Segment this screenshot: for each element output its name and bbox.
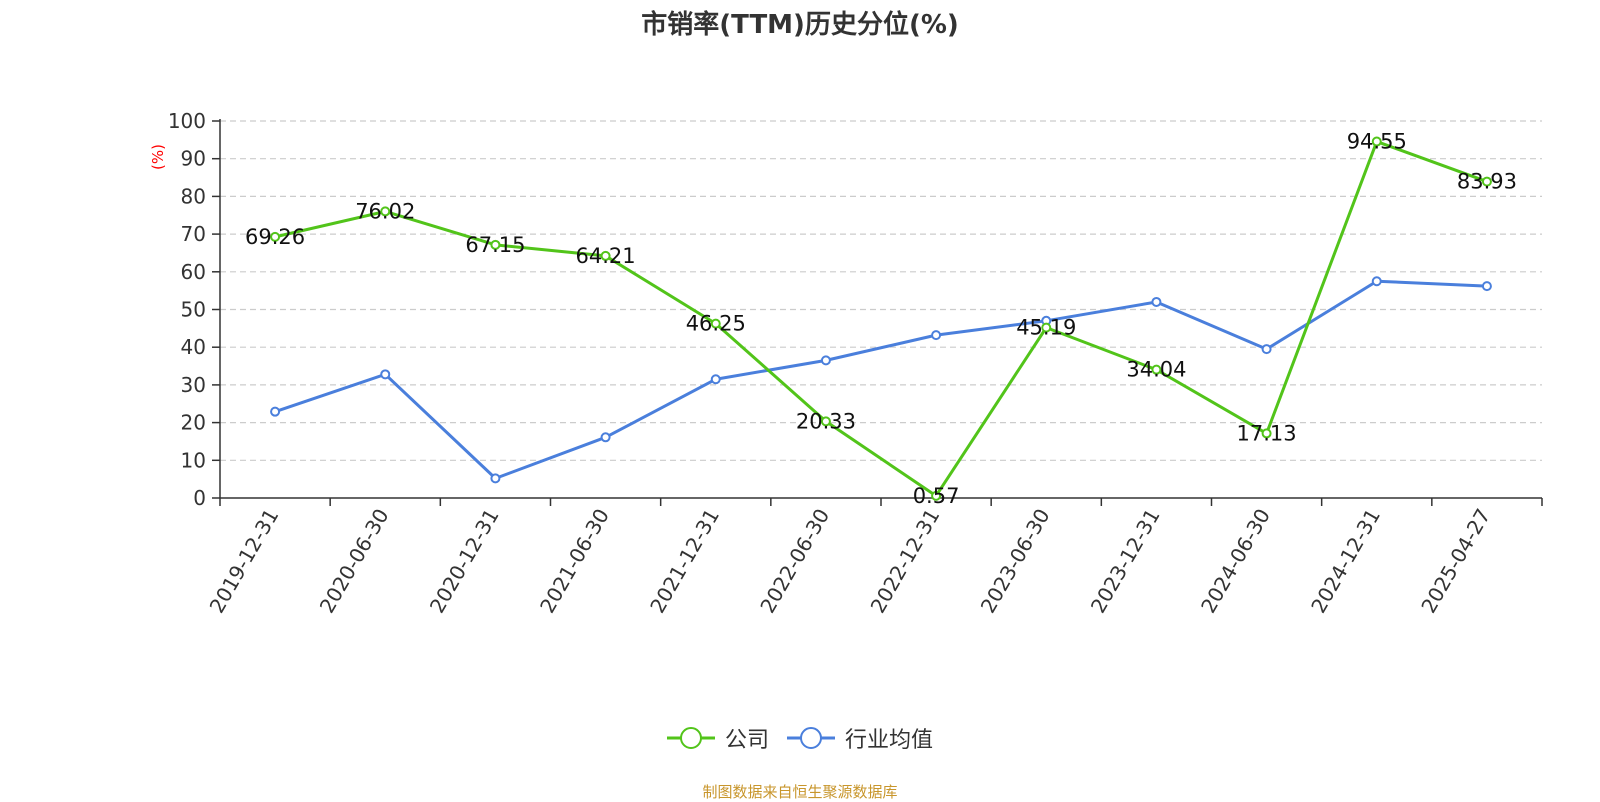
y-tick-label: 40 [181, 335, 206, 359]
x-tick-label: 2022-12-31 [866, 504, 945, 617]
legend-label-company: 公司 [724, 728, 769, 753]
y-tick-label: 60 [181, 260, 206, 284]
x-tick-label: 2022-06-30 [755, 505, 834, 618]
y-tick-label: 10 [181, 448, 206, 472]
series-lines [270, 136, 1492, 501]
company-data-label: 20.33 [796, 409, 856, 433]
company-data-point [710, 318, 721, 329]
company-data-label: 64.21 [576, 244, 636, 268]
y-tick-label: 0 [193, 486, 206, 510]
industry-avg-data-point [820, 355, 831, 366]
y-tick-label: 80 [181, 184, 206, 208]
company-data-point [490, 239, 501, 250]
industry-avg-data-point [1371, 276, 1382, 287]
data-labels: 69.26 76.02 67.15 64.21 46.25 20.33 0.57 45.19 3… [245, 130, 1517, 508]
y-tick-label: 100 [168, 109, 206, 133]
chart-title: 市销率(TTM)历史分位(%) [641, 10, 959, 40]
y-tick-label: 30 [181, 373, 206, 397]
company-data-point [1041, 322, 1052, 333]
company-data-point [820, 416, 831, 427]
axes: 0 10 20 30 40 50 60 70 80 90 100(%) 2019-12-31 2020-… [149, 109, 1543, 618]
company-data-label: 67.15 [465, 233, 525, 257]
y-tick-label: 50 [181, 298, 206, 322]
industry-avg-data-point [1261, 344, 1272, 355]
y-tick-label: 70 [181, 222, 206, 246]
industry-avg-data-point [710, 374, 721, 385]
x-tick-label: 2020-12-31 [425, 504, 504, 617]
x-tick-label: 2021-12-31 [645, 505, 724, 618]
grid-lines [220, 120, 1542, 461]
company-data-point [600, 250, 611, 261]
legend-label-industry-avg: 行业均值 [845, 728, 934, 753]
x-tick-label: 2023-06-30 [976, 505, 1055, 618]
legend-item-company[interactable]: 公司 [666, 722, 769, 754]
x-tick-label: 2025-04-27 [1416, 505, 1495, 618]
company-data-point [1481, 176, 1492, 187]
source-note: 制图数据来自恒生聚源数据库 [702, 783, 898, 801]
x-tick-label: 2023-12-31 [1086, 505, 1165, 618]
company-data-point [1371, 136, 1382, 147]
company-series-line [274, 140, 1488, 498]
x-tick-label: 2021-06-30 [535, 505, 614, 618]
company-data-label: 76.02 [355, 199, 415, 223]
legend-swatch-company-icon [666, 727, 715, 749]
company-data-point [270, 231, 281, 242]
industry-avg-data-point [1481, 281, 1492, 292]
industry-avg-data-point [600, 432, 611, 443]
industry-avg-data-point [380, 369, 391, 380]
company-data-label: 34.04 [1126, 358, 1186, 382]
y-tick-label: 20 [181, 411, 206, 435]
industry-avg-data-point [931, 330, 942, 341]
company-data-label: 17.13 [1237, 421, 1297, 445]
company-data-label: 94.55 [1347, 130, 1407, 154]
company-data-point [1261, 428, 1272, 439]
industry-avg-data-point [270, 406, 281, 417]
legend-swatch-industry-avg-icon [787, 727, 835, 749]
x-tick-label: 2019-12-31 [205, 505, 284, 618]
company-data-label: 46.25 [686, 312, 746, 336]
industry-avg-data-point [1151, 296, 1162, 307]
company-data-point [1151, 364, 1162, 375]
company-data-label: 83.93 [1457, 170, 1517, 194]
company-data-label: 69.26 [245, 225, 305, 249]
company-data-point [931, 490, 942, 501]
company-data-label: 0.57 [913, 484, 960, 508]
x-tick-label: 2024-12-31 [1306, 505, 1385, 618]
legend-item-industry-avg[interactable]: 行业均值 [787, 722, 933, 754]
company-data-label: 45.19 [1016, 316, 1076, 340]
industry-avg-series-line [274, 279, 1487, 480]
y-axis-label: (%) [149, 144, 167, 170]
industry-avg-data-point [490, 473, 501, 484]
x-tick-label: 2020-06-30 [315, 505, 394, 618]
y-tick-label: 90 [181, 147, 206, 171]
company-data-point [380, 206, 391, 217]
x-tick-label: 2024-06-30 [1196, 505, 1275, 618]
legend: 公司 行业均值 [0, 722, 1600, 754]
